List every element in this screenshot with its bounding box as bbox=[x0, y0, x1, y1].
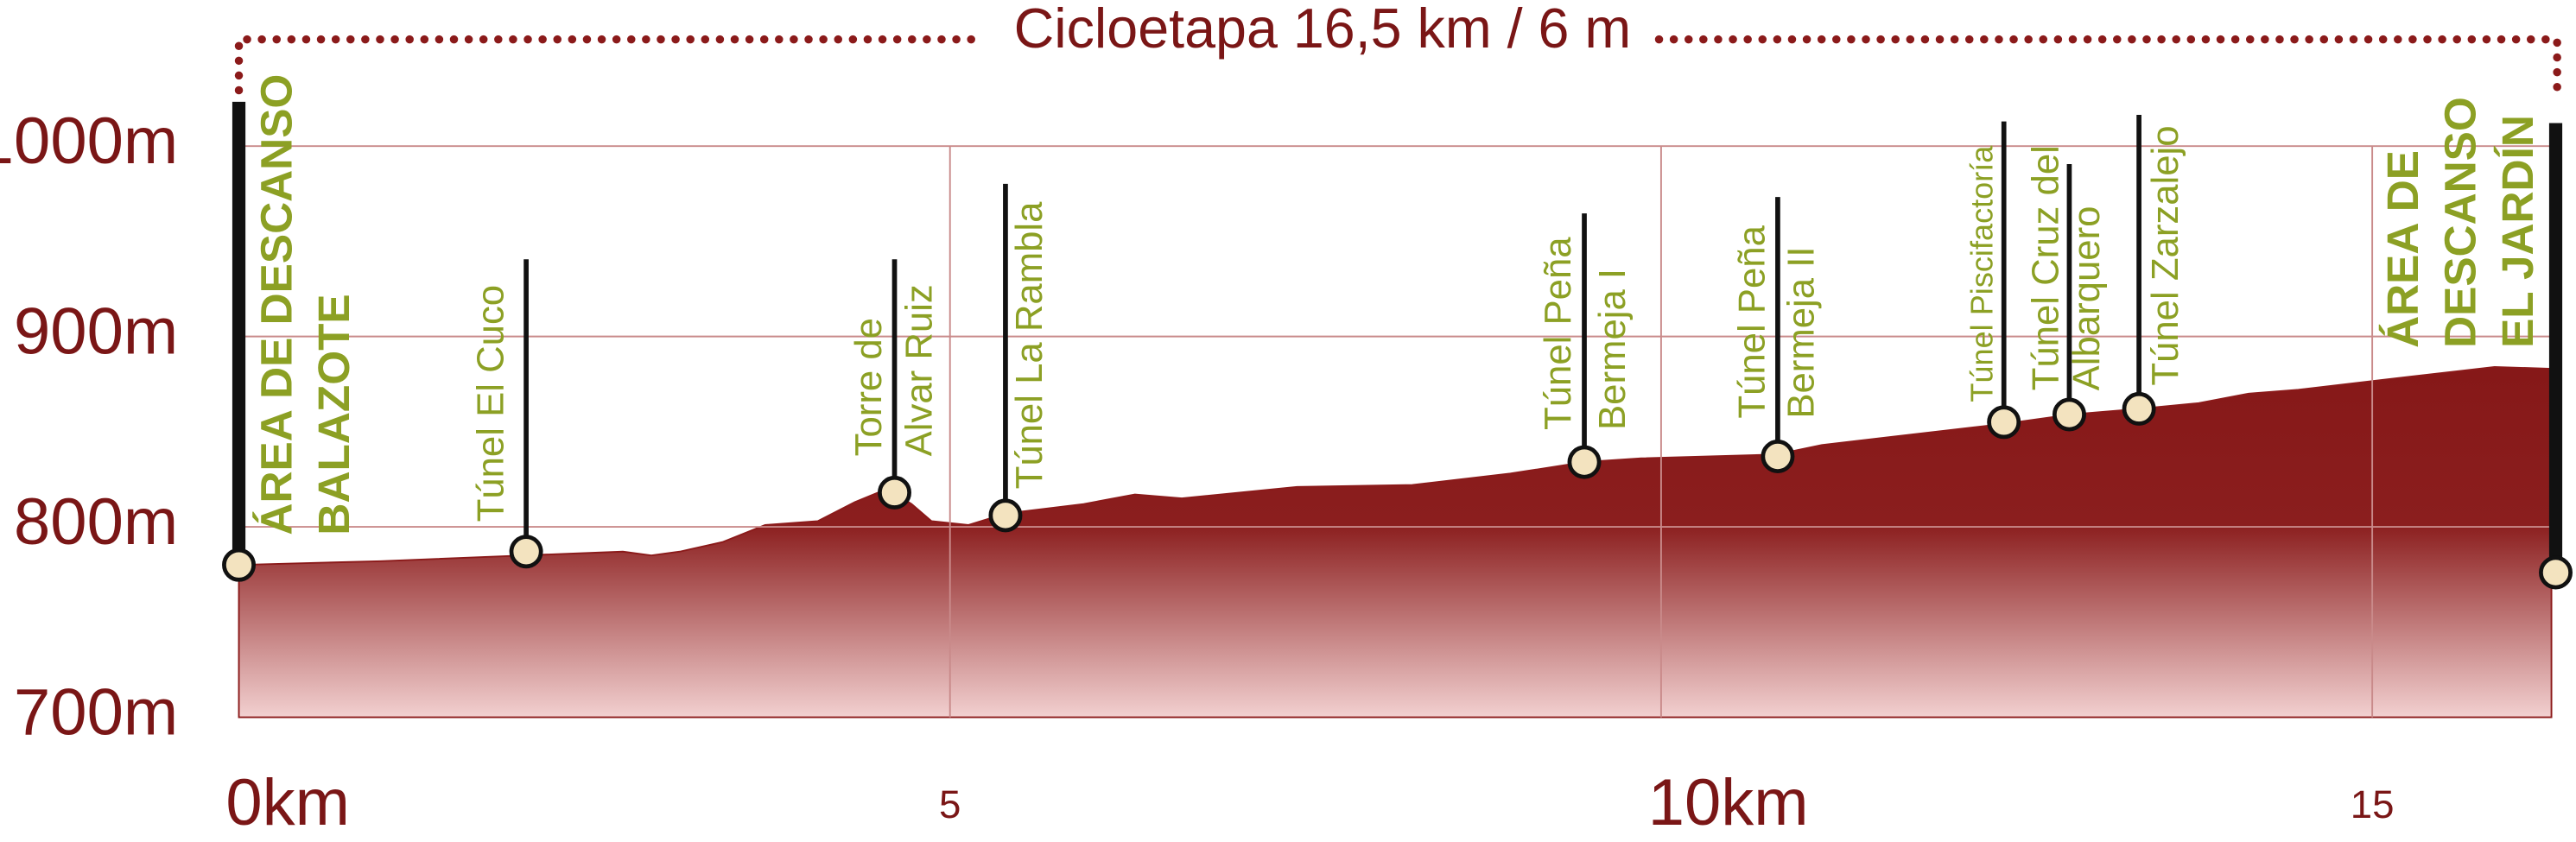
y-tick-label: 800m bbox=[14, 485, 178, 559]
waypoint-label: Alvar Ruiz bbox=[898, 284, 941, 456]
waypoint-dot bbox=[2539, 555, 2573, 590]
x-tick-label: 10km bbox=[1648, 766, 1809, 839]
title-bracket bbox=[234, 35, 2561, 103]
waypoint-label: Bermeja I bbox=[1591, 269, 1634, 430]
waypoint-label: Túnel La Rambla bbox=[1008, 201, 1050, 490]
waypoint-label: Bermeja II bbox=[1780, 246, 1822, 418]
waypoint-label: Túnel Cruz del bbox=[2025, 145, 2067, 390]
waypoint-dot bbox=[2122, 391, 2156, 426]
waypoint-dot bbox=[222, 548, 257, 582]
elevation-area bbox=[238, 365, 2553, 719]
waypoint-label: Túnel El Cuco bbox=[470, 285, 512, 522]
waypoint-label: Albarquero bbox=[2065, 206, 2108, 391]
waypoint-label: Túnel Peña bbox=[1537, 237, 1579, 430]
chart-title: Cicloetapa 16,5 km / 6 m bbox=[1014, 0, 1632, 60]
waypoint-label: Torre de bbox=[847, 318, 890, 456]
waypoint-label: EL JARDÍN bbox=[2493, 115, 2542, 348]
waypoint-label: BALAZOTE bbox=[309, 294, 358, 535]
y-tick-label: 900m bbox=[14, 295, 178, 369]
waypoint-dot bbox=[878, 475, 911, 510]
waypoint-label: ÁREA DE DESCANSO bbox=[252, 74, 301, 535]
waypoint-label: Túnel Zarzalejo bbox=[2144, 125, 2186, 385]
x-tick-label: 0km bbox=[225, 766, 350, 839]
waypoint-dot bbox=[988, 498, 1023, 533]
y-tick-label: 700m bbox=[14, 676, 178, 750]
waypoint-dot bbox=[2052, 397, 2086, 432]
waypoint-dot bbox=[1761, 440, 1795, 473]
waypoint-dot bbox=[1567, 445, 1602, 479]
waypoint-label: ÁREA DE bbox=[2378, 150, 2427, 348]
y-tick-label: 1000m bbox=[0, 104, 178, 178]
waypoint-dot bbox=[1987, 405, 2021, 440]
waypoint-label: Túnel Peña bbox=[1730, 225, 1773, 418]
waypoint-label: Túnel Piscifactoría bbox=[1964, 145, 1999, 402]
waypoint-dot bbox=[509, 535, 543, 569]
waypoint-label: DESCANSO bbox=[2435, 97, 2484, 348]
x-tick-label: 15 bbox=[2351, 782, 2395, 826]
x-tick-label: 5 bbox=[939, 782, 961, 826]
